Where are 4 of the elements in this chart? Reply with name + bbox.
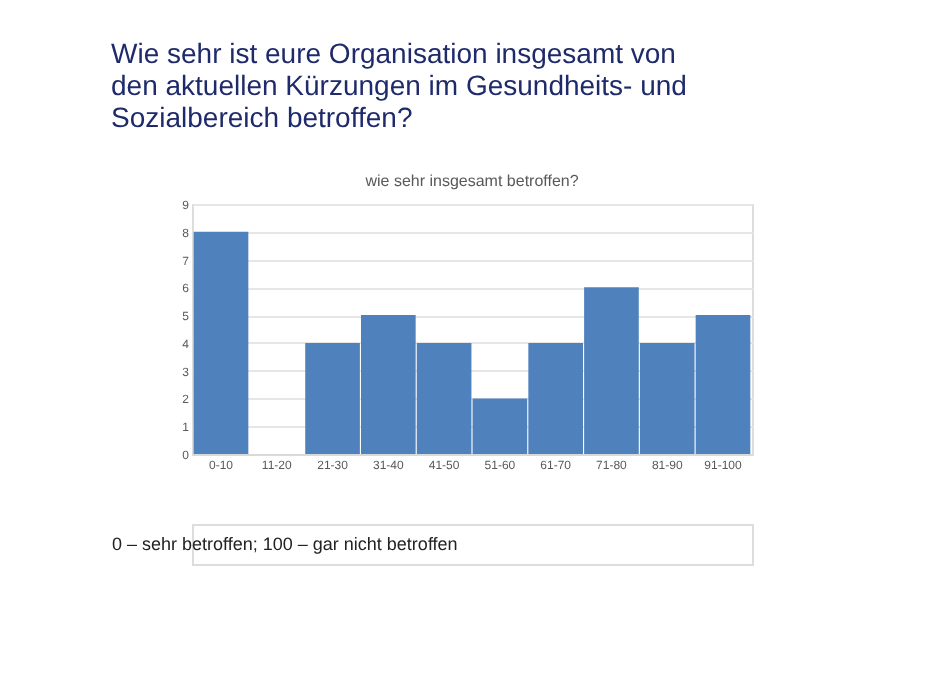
chart-subtitle: wie sehr insgesamt betroffen?	[363, 172, 580, 190]
bar	[193, 231, 249, 454]
chart-title: Wie sehr ist eure Organisation insgesamt von den aktuellen Kürzungen im Gesundheits- und Sozialbereich betroffen?	[111, 37, 687, 133]
text: 0 – sehr betroffen; 100 – gar nicht betroffen	[112, 534, 458, 554]
